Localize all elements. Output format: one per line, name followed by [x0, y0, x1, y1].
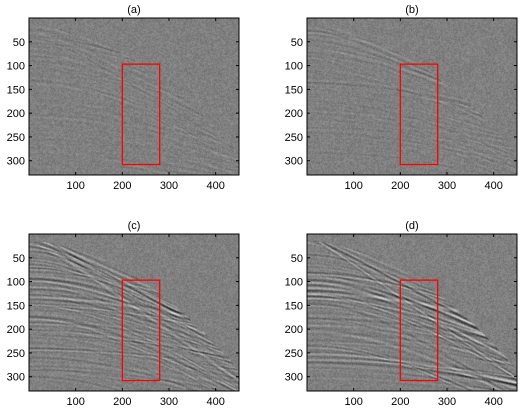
- y-tick-label-b: 50: [291, 37, 303, 49]
- y-tick-label-d: 150: [285, 300, 303, 312]
- y-tick-label-a: 250: [7, 132, 25, 144]
- y-tick-label-a: 200: [7, 108, 25, 120]
- y-tick-label-a: 50: [13, 37, 25, 49]
- y-tick-label-b: 150: [285, 84, 303, 96]
- seismic-image-d: [307, 234, 517, 391]
- y-tick-label-a: 300: [7, 156, 25, 168]
- y-tick-label-b: 200: [285, 108, 303, 120]
- x-tick-label-d: 300: [438, 396, 456, 408]
- x-tick-label-b: 300: [438, 180, 456, 192]
- axes-frame-a: [28, 17, 240, 176]
- y-tick-label-c: 150: [7, 300, 25, 312]
- y-tick-label-c: 300: [7, 372, 25, 384]
- seismic-image-b: [307, 18, 517, 175]
- y-tick-label-a: 150: [7, 84, 25, 96]
- y-tick-label-d: 100: [285, 277, 303, 289]
- y-tick-label-b: 300: [285, 156, 303, 168]
- highlight-box-c: [121, 279, 161, 382]
- x-tick-label-a: 400: [206, 180, 224, 192]
- x-tick-label-b: 200: [391, 180, 409, 192]
- panel-title-d: (d): [405, 220, 418, 232]
- x-tick-label-c: 200: [113, 396, 131, 408]
- x-tick-label-c: 300: [160, 396, 178, 408]
- y-tick-label-a: 100: [7, 61, 25, 73]
- y-tick-label-c: 200: [7, 324, 25, 336]
- x-tick-label-d: 400: [484, 396, 502, 408]
- x-tick-label-d: 100: [344, 396, 362, 408]
- y-tick-label-c: 50: [13, 253, 25, 265]
- x-tick-label-d: 200: [391, 396, 409, 408]
- panel-a: (a) 100 200 300 400 50 100 150 200 250 300: [7, 4, 240, 192]
- x-tick-label-c: 100: [66, 396, 84, 408]
- axes-frame-c: [28, 233, 240, 392]
- x-tick-label-b: 100: [344, 180, 362, 192]
- panel-b: (b) 100 200 300 400 50 100 150 200 250 300: [285, 4, 518, 192]
- x-tick-label-a: 300: [160, 180, 178, 192]
- x-tick-label-a: 200: [113, 180, 131, 192]
- y-tick-label-d: 50: [291, 253, 303, 265]
- highlight-box-d: [399, 279, 439, 382]
- x-tick-label-c: 400: [206, 396, 224, 408]
- axes-frame-d: [306, 233, 518, 392]
- y-tick-label-d: 200: [285, 324, 303, 336]
- x-tick-label-b: 400: [484, 180, 502, 192]
- axes-frame-b: [306, 17, 518, 176]
- y-tick-label-c: 250: [7, 348, 25, 360]
- y-tick-label-d: 300: [285, 372, 303, 384]
- highlight-box-b: [399, 63, 439, 166]
- seismic-image-c: [29, 234, 239, 391]
- panel-c: (c) 100 200 300 400 50 100 150 200 250 300: [7, 220, 240, 408]
- x-tick-label-a: 100: [66, 180, 84, 192]
- panel-title-a: (a): [127, 4, 140, 16]
- seismic-image-a: [29, 18, 239, 175]
- panel-title-b: (b): [405, 4, 418, 16]
- y-tick-label-b: 250: [285, 132, 303, 144]
- highlight-box-a: [121, 63, 161, 166]
- panel-d: (d) 100 200 300 400 50 100 150 200 250 300: [285, 220, 518, 408]
- y-tick-label-d: 250: [285, 348, 303, 360]
- y-tick-label-c: 100: [7, 277, 25, 289]
- panel-title-c: (c): [128, 220, 141, 232]
- y-tick-label-b: 100: [285, 61, 303, 73]
